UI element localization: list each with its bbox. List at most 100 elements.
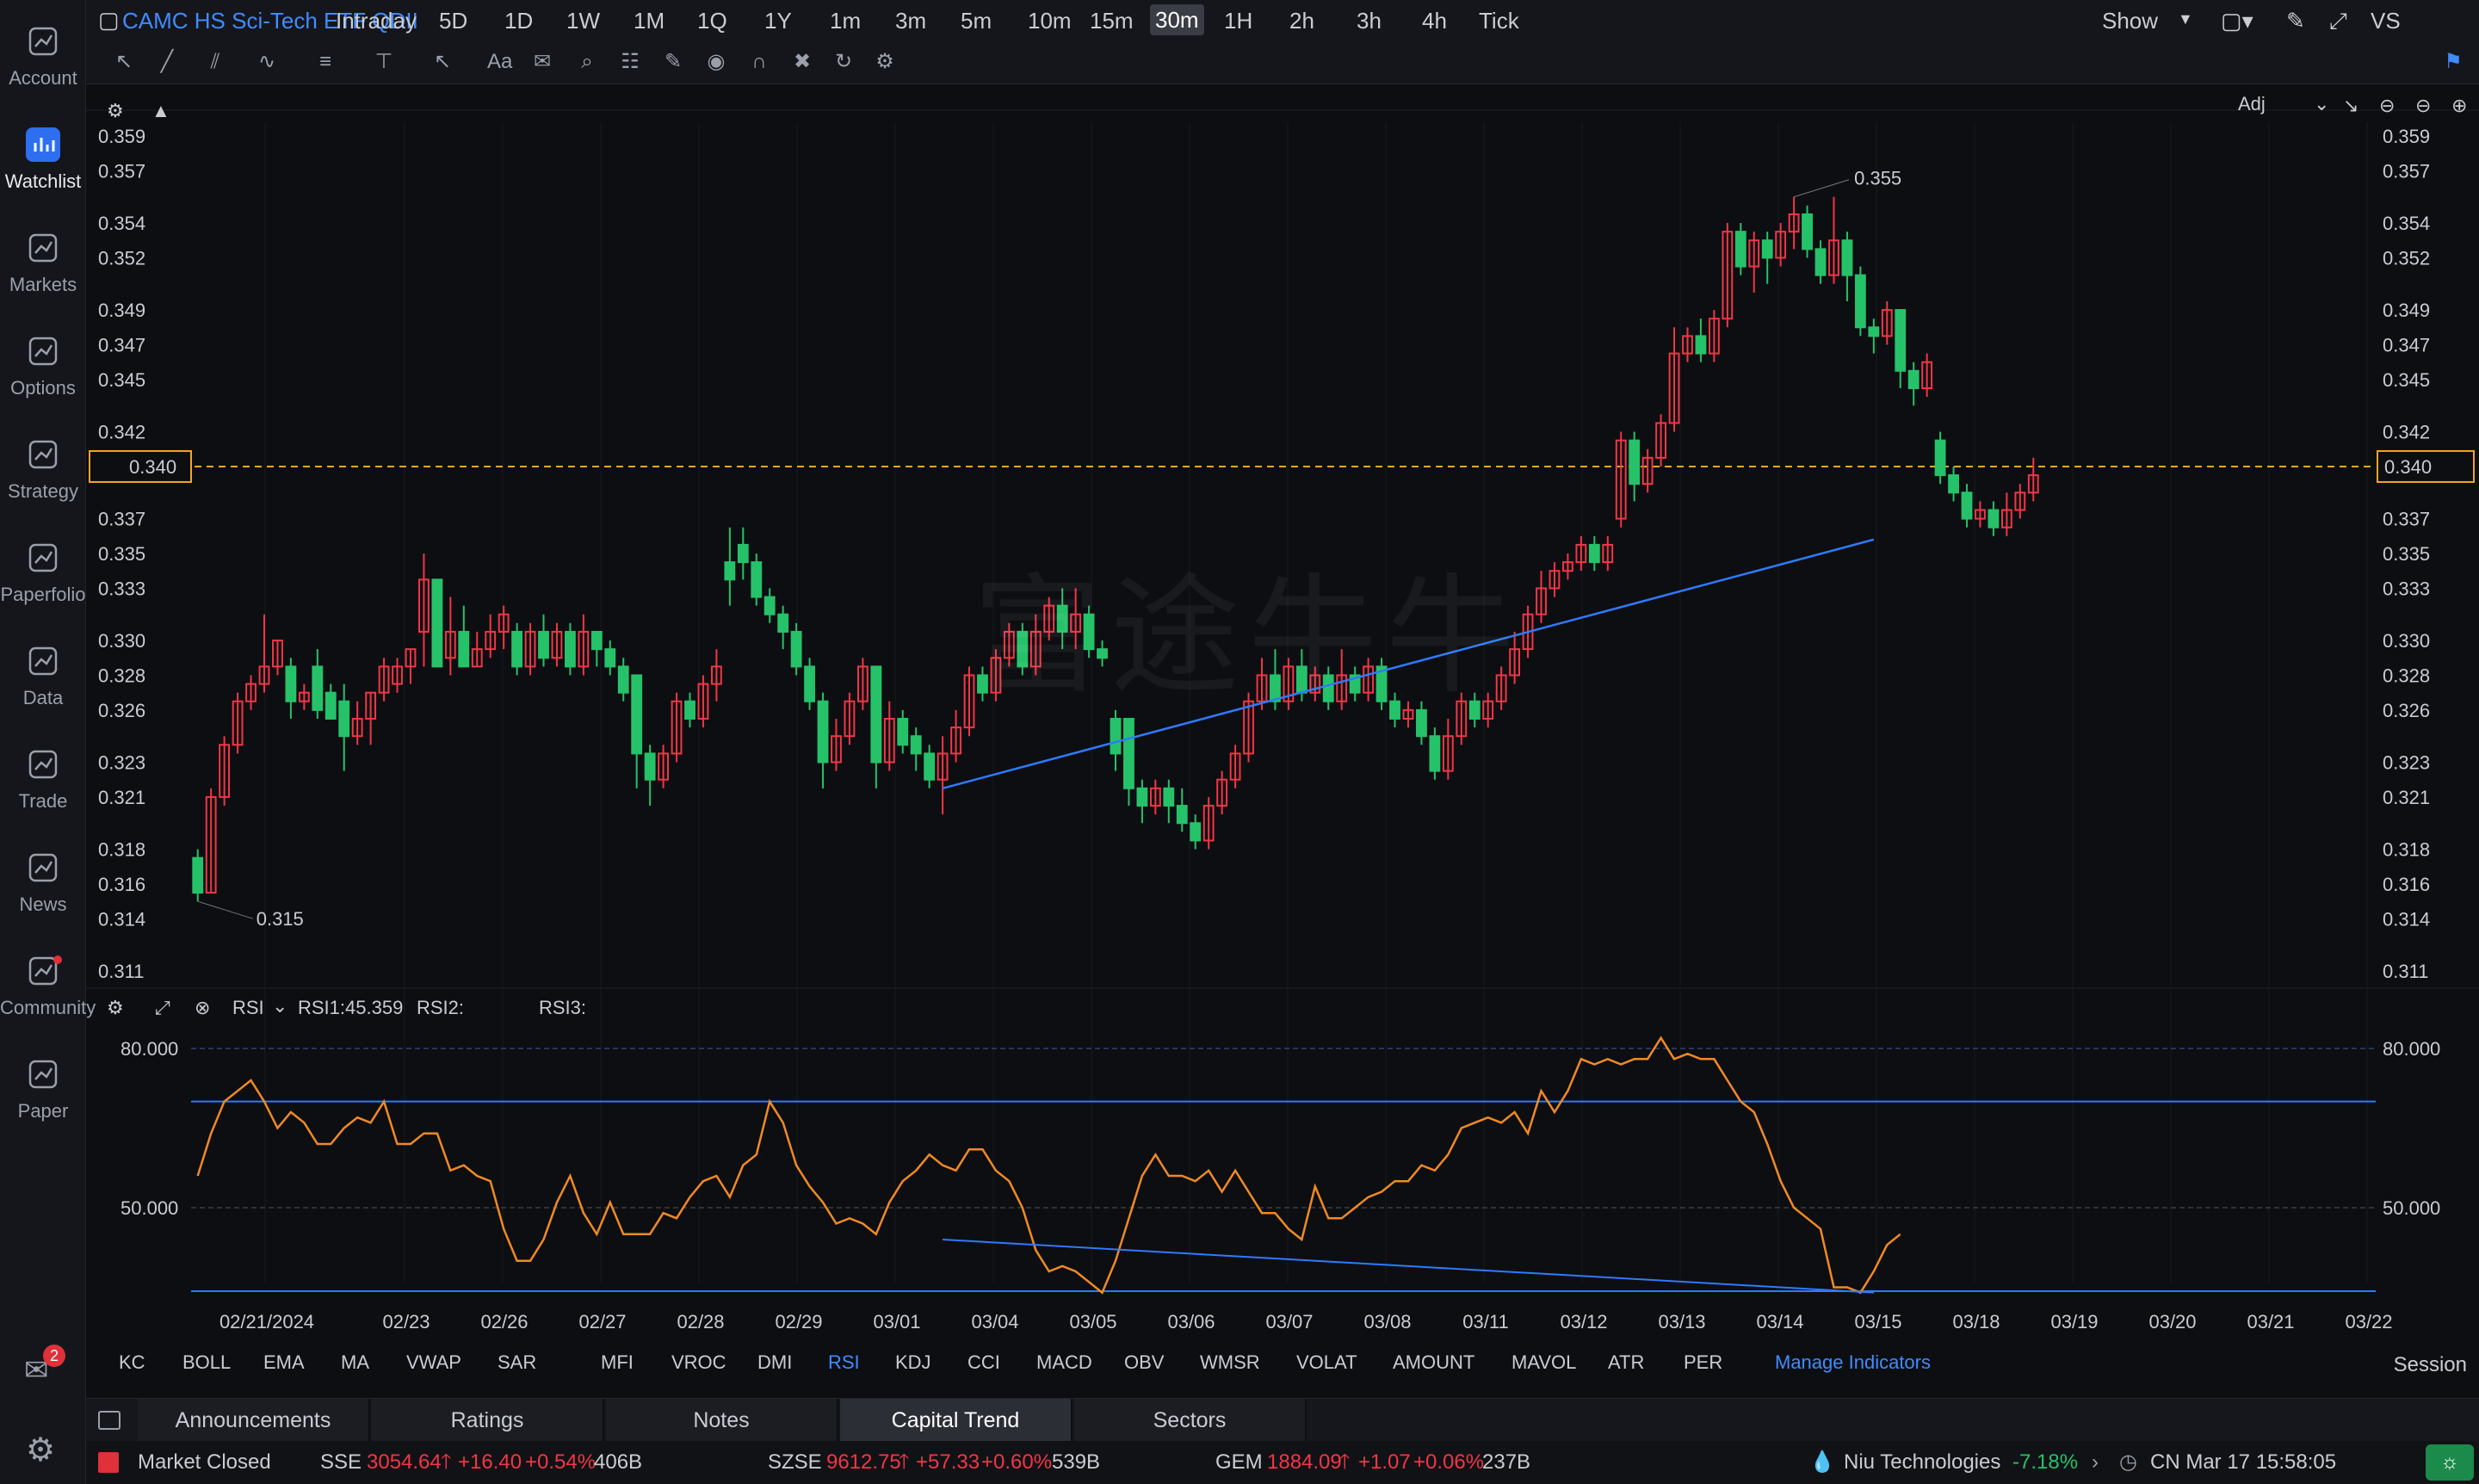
sidebar-item-news[interactable]: News xyxy=(0,826,86,921)
indicator-tab-rsi[interactable]: RSI xyxy=(828,1351,860,1373)
rsi-trendline[interactable] xyxy=(943,1239,1874,1294)
index-gem-name[interactable]: GEM xyxy=(1215,1450,1263,1474)
sidebar-item-trade[interactable]: Trade xyxy=(0,723,86,818)
cursor-icon[interactable]: ↖ xyxy=(114,50,133,73)
compare-button[interactable]: VS xyxy=(2371,8,2401,34)
brush-icon[interactable]: ✎ xyxy=(664,50,683,73)
fib-tool-icon[interactable]: ≡ xyxy=(318,50,331,73)
log-scale-icon[interactable]: ↘ xyxy=(2343,95,2358,116)
indicator-tab-ema[interactable]: EMA xyxy=(263,1351,305,1373)
period-1q[interactable]: 1Q xyxy=(697,8,727,34)
indicator-tab-vroc[interactable]: VROC xyxy=(671,1351,726,1373)
indicator-tab-wmsr[interactable]: WMSR xyxy=(1200,1351,1260,1373)
indicator-tab-per[interactable]: PER xyxy=(1684,1351,1723,1373)
indicator-tab-cci[interactable]: CCI xyxy=(967,1351,1000,1373)
trash-icon[interactable]: ✖ xyxy=(793,50,812,73)
close-icon[interactable]: ⊗ xyxy=(195,997,210,1018)
chevron-right-icon[interactable]: › xyxy=(2092,1450,2099,1474)
bottom-tab-announcements[interactable]: Announcements xyxy=(138,1399,370,1442)
arrow-tool-icon[interactable]: ↖ xyxy=(433,50,452,73)
sidebar-item-paperfolio[interactable]: Paperfolio xyxy=(0,516,86,611)
period-1h[interactable]: 1H xyxy=(1224,8,1253,34)
bottom-tab-notes[interactable]: Notes xyxy=(606,1399,838,1442)
trendline[interactable] xyxy=(942,538,1875,790)
indicator-tab-obv[interactable]: OBV xyxy=(1124,1351,1165,1373)
period-5m[interactable]: 5m xyxy=(961,8,992,34)
measure-tool-icon[interactable]: ⊤ xyxy=(374,50,393,73)
chart-area[interactable]: 富途牛牛 ⚙ ▲ Adj ⌄ ↘ ⊖ ⊖ ⊕ 02/21/2024 02/23 02/26 02/27… xyxy=(86,84,2479,1334)
period-1d[interactable]: 1D xyxy=(504,8,534,34)
indicator-tab-macd[interactable]: MACD xyxy=(1036,1351,1092,1373)
indicator-tab-atr[interactable]: ATR xyxy=(1608,1351,1645,1373)
bottom-tab-capital-trend[interactable]: Capital Trend xyxy=(840,1399,1073,1442)
period-1m[interactable]: 1M xyxy=(634,8,665,34)
sidebar-item-data[interactable]: Data xyxy=(0,620,86,714)
chevron-down-icon[interactable]: ⌄ xyxy=(2314,93,2329,114)
indicator-tab-boll[interactable]: BOLL xyxy=(182,1351,232,1373)
sidebar-item-markets[interactable]: Markets xyxy=(0,207,86,301)
period-10m[interactable]: 10m xyxy=(1028,8,1072,34)
sidebar-item-options[interactable]: Options xyxy=(0,310,86,405)
bottom-tab-sectors[interactable]: Sectors xyxy=(1074,1399,1307,1442)
minimize-icon[interactable]: ⊖ xyxy=(2415,95,2431,116)
text-tool-icon[interactable]: Aa xyxy=(487,50,513,73)
session-label[interactable]: Session xyxy=(2393,1353,2467,1376)
sidebar-item-strategy[interactable]: Strategy xyxy=(0,413,86,508)
chevron-down-icon[interactable]: ▼ xyxy=(2178,10,2193,28)
show-dropdown[interactable]: Show xyxy=(2102,8,2159,34)
channel-tool-icon[interactable]: ⫽ xyxy=(210,50,220,73)
period-1w[interactable]: 1W xyxy=(566,8,600,34)
period-3h[interactable]: 3h xyxy=(1357,8,1382,34)
pin-icon[interactable]: ⚑ xyxy=(2444,50,2463,73)
indicator-tab-vwap[interactable]: VWAP xyxy=(406,1351,461,1373)
chart-settings-icon[interactable]: ⚙ xyxy=(107,100,124,121)
layout-toggle-icon[interactable]: ▢ xyxy=(98,7,120,33)
ticker-name[interactable]: Niu Technologies xyxy=(1844,1450,2001,1474)
indicator-tab-mavol[interactable]: MAVOL xyxy=(1512,1351,1577,1373)
period-1m[interactable]: 1m xyxy=(830,8,862,34)
period-2h[interactable]: 2h xyxy=(1289,8,1314,34)
chevron-down-icon[interactable]: ⌄ xyxy=(272,995,287,1017)
indicator-tab-kc[interactable]: KC xyxy=(119,1351,145,1373)
period-3m[interactable]: 3m xyxy=(895,8,927,34)
adj-dropdown[interactable]: Adj xyxy=(2238,93,2266,114)
indicator-tab-amount[interactable]: AMOUNT xyxy=(1393,1351,1475,1373)
zoom-in-icon[interactable]: ⊕ xyxy=(2451,95,2467,116)
collapse-up-icon[interactable]: ▲ xyxy=(151,100,170,121)
index-sse-name[interactable]: SSE xyxy=(320,1450,362,1474)
period-30m[interactable]: 30m xyxy=(1150,4,1204,35)
fullscreen-icon[interactable]: ⤢ xyxy=(2329,8,2347,34)
zoom-out-icon[interactable]: ⊖ xyxy=(2379,95,2395,116)
indicator-tab-kdj[interactable]: KDJ xyxy=(895,1351,931,1373)
sidebar-item-account[interactable]: Account xyxy=(0,0,86,95)
magnet-icon[interactable]: ∩ xyxy=(751,50,767,73)
eye-icon[interactable]: ◉ xyxy=(707,50,726,73)
expand-icon[interactable]: ⤢ xyxy=(155,997,170,1018)
period-4h[interactable]: 4h xyxy=(1422,8,1447,34)
comment-icon[interactable]: ✉ xyxy=(533,50,552,73)
indicator-tab-mfi[interactable]: MFI xyxy=(601,1351,634,1373)
period-1y[interactable]: 1Y xyxy=(764,8,792,34)
manage-indicators-link[interactable]: Manage Indicators xyxy=(1775,1351,1931,1373)
period-tick[interactable]: Tick xyxy=(1479,8,1519,34)
period-intraday[interactable]: Intraday xyxy=(336,8,417,34)
drawing-mode-icon[interactable]: ▢▾ xyxy=(2221,8,2253,34)
pen-icon[interactable]: ✎ xyxy=(2286,8,2305,34)
index-szse-name[interactable]: SZSE xyxy=(768,1450,822,1474)
security-title[interactable]: CAMC HS Sci-Tech ETF QDII xyxy=(122,8,418,34)
zoom-icon[interactable]: ⌕ xyxy=(581,50,593,73)
sync-icon[interactable]: ↻ xyxy=(834,50,853,73)
indicator-tab-sar[interactable]: SAR xyxy=(498,1351,537,1373)
period-15m[interactable]: 15m xyxy=(1090,8,1134,34)
indicator-tab-dmi[interactable]: DMI xyxy=(757,1351,793,1373)
pattern-icon[interactable]: ☷ xyxy=(621,50,640,73)
chat-icon[interactable]: ☼ xyxy=(2426,1444,2474,1481)
indicator-tab-ma[interactable]: MA xyxy=(341,1351,369,1373)
wave-tool-icon[interactable]: ∿ xyxy=(257,50,276,73)
sidebar-item-community[interactable]: Community xyxy=(0,930,96,1024)
rsi-name[interactable]: RSI xyxy=(232,997,264,1018)
line-tool-icon[interactable]: ╱ xyxy=(160,50,174,73)
rsi-settings-icon[interactable]: ⚙ xyxy=(107,997,124,1018)
panel-toggle-icon[interactable] xyxy=(98,1411,121,1430)
settings-gear-icon[interactable]: ⚙ xyxy=(26,1432,56,1469)
